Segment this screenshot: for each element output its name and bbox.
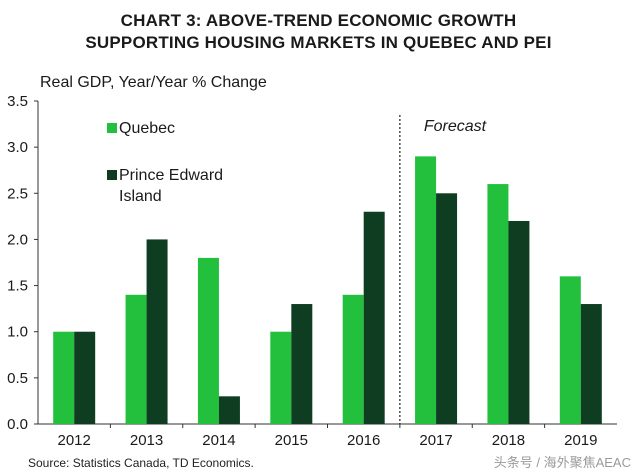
x-tick-label: 2019 (564, 432, 597, 449)
bar-quebec-2013 (125, 294, 147, 424)
chart-title: CHART 3: ABOVE-TREND ECONOMIC GROWTH SUP… (0, 10, 637, 54)
source-note: Source: Statistics Canada, TD Economics. (28, 456, 254, 470)
bar-quebec-2018 (487, 184, 509, 424)
bar-pei-2014 (218, 396, 240, 424)
bar-pei-2018 (508, 220, 530, 424)
bar-quebec-2012 (53, 331, 75, 424)
bar-pei-2012 (74, 331, 96, 424)
y-tick-label: 2.5 (7, 185, 28, 202)
legend-label: Quebec (119, 120, 175, 137)
legend-swatch-pei (107, 170, 117, 180)
bar-quebec-2014 (197, 257, 219, 424)
x-tick-label: 2015 (275, 432, 308, 449)
bar-pei-2019 (580, 304, 602, 424)
bar-pei-2017 (436, 193, 458, 424)
forecast-label: Forecast (424, 118, 487, 135)
legend-swatch-quebec (107, 123, 117, 133)
y-tick-label: 0.5 (7, 370, 28, 387)
chart-title-line-2: SUPPORTING HOUSING MARKETS IN QUEBEC AND… (85, 33, 552, 52)
y-tick-label: 2.0 (7, 231, 28, 248)
y-tick-label: 0.0 (7, 416, 28, 433)
chart-title-line-1: CHART 3: ABOVE-TREND ECONOMIC GROWTH (120, 11, 517, 30)
bar-quebec-2017 (415, 156, 437, 424)
bar-quebec-2019 (559, 276, 581, 424)
x-tick-label: 2018 (492, 432, 525, 449)
y-tick-label: 1.5 (7, 278, 28, 295)
x-tick-label: 2014 (202, 432, 235, 449)
bar-pei-2015 (291, 304, 313, 424)
x-tick-label: 2012 (58, 432, 91, 449)
y-tick-label: 3.5 (7, 93, 28, 110)
y-tick-label: 1.0 (7, 324, 28, 341)
x-tick-label: 2013 (130, 432, 163, 449)
x-tick-label: 2016 (347, 432, 380, 449)
y-tick-label: 3.0 (7, 139, 28, 156)
bar-quebec-2016 (342, 294, 364, 424)
legend-label: Prince Edward (119, 167, 223, 184)
bar-quebec-2015 (270, 331, 292, 424)
watermark: 头条号 / 海外聚焦AEAC (493, 455, 631, 470)
bar-pei-2016 (363, 211, 385, 424)
y-axis-label: Real GDP, Year/Year % Change (40, 74, 267, 91)
x-tick-label: 2017 (419, 432, 452, 449)
legend-label: Island (119, 188, 162, 205)
bar-pei-2013 (146, 239, 168, 424)
